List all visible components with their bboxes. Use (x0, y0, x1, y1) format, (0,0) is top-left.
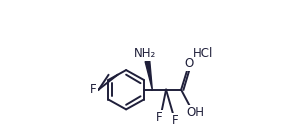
Text: F: F (172, 114, 179, 127)
Polygon shape (145, 62, 152, 90)
Text: NH₂: NH₂ (134, 47, 157, 60)
Text: OH: OH (187, 106, 204, 119)
Text: O: O (184, 57, 194, 70)
Text: F: F (156, 111, 163, 124)
Text: HCl: HCl (193, 47, 214, 60)
Text: F: F (90, 83, 97, 96)
